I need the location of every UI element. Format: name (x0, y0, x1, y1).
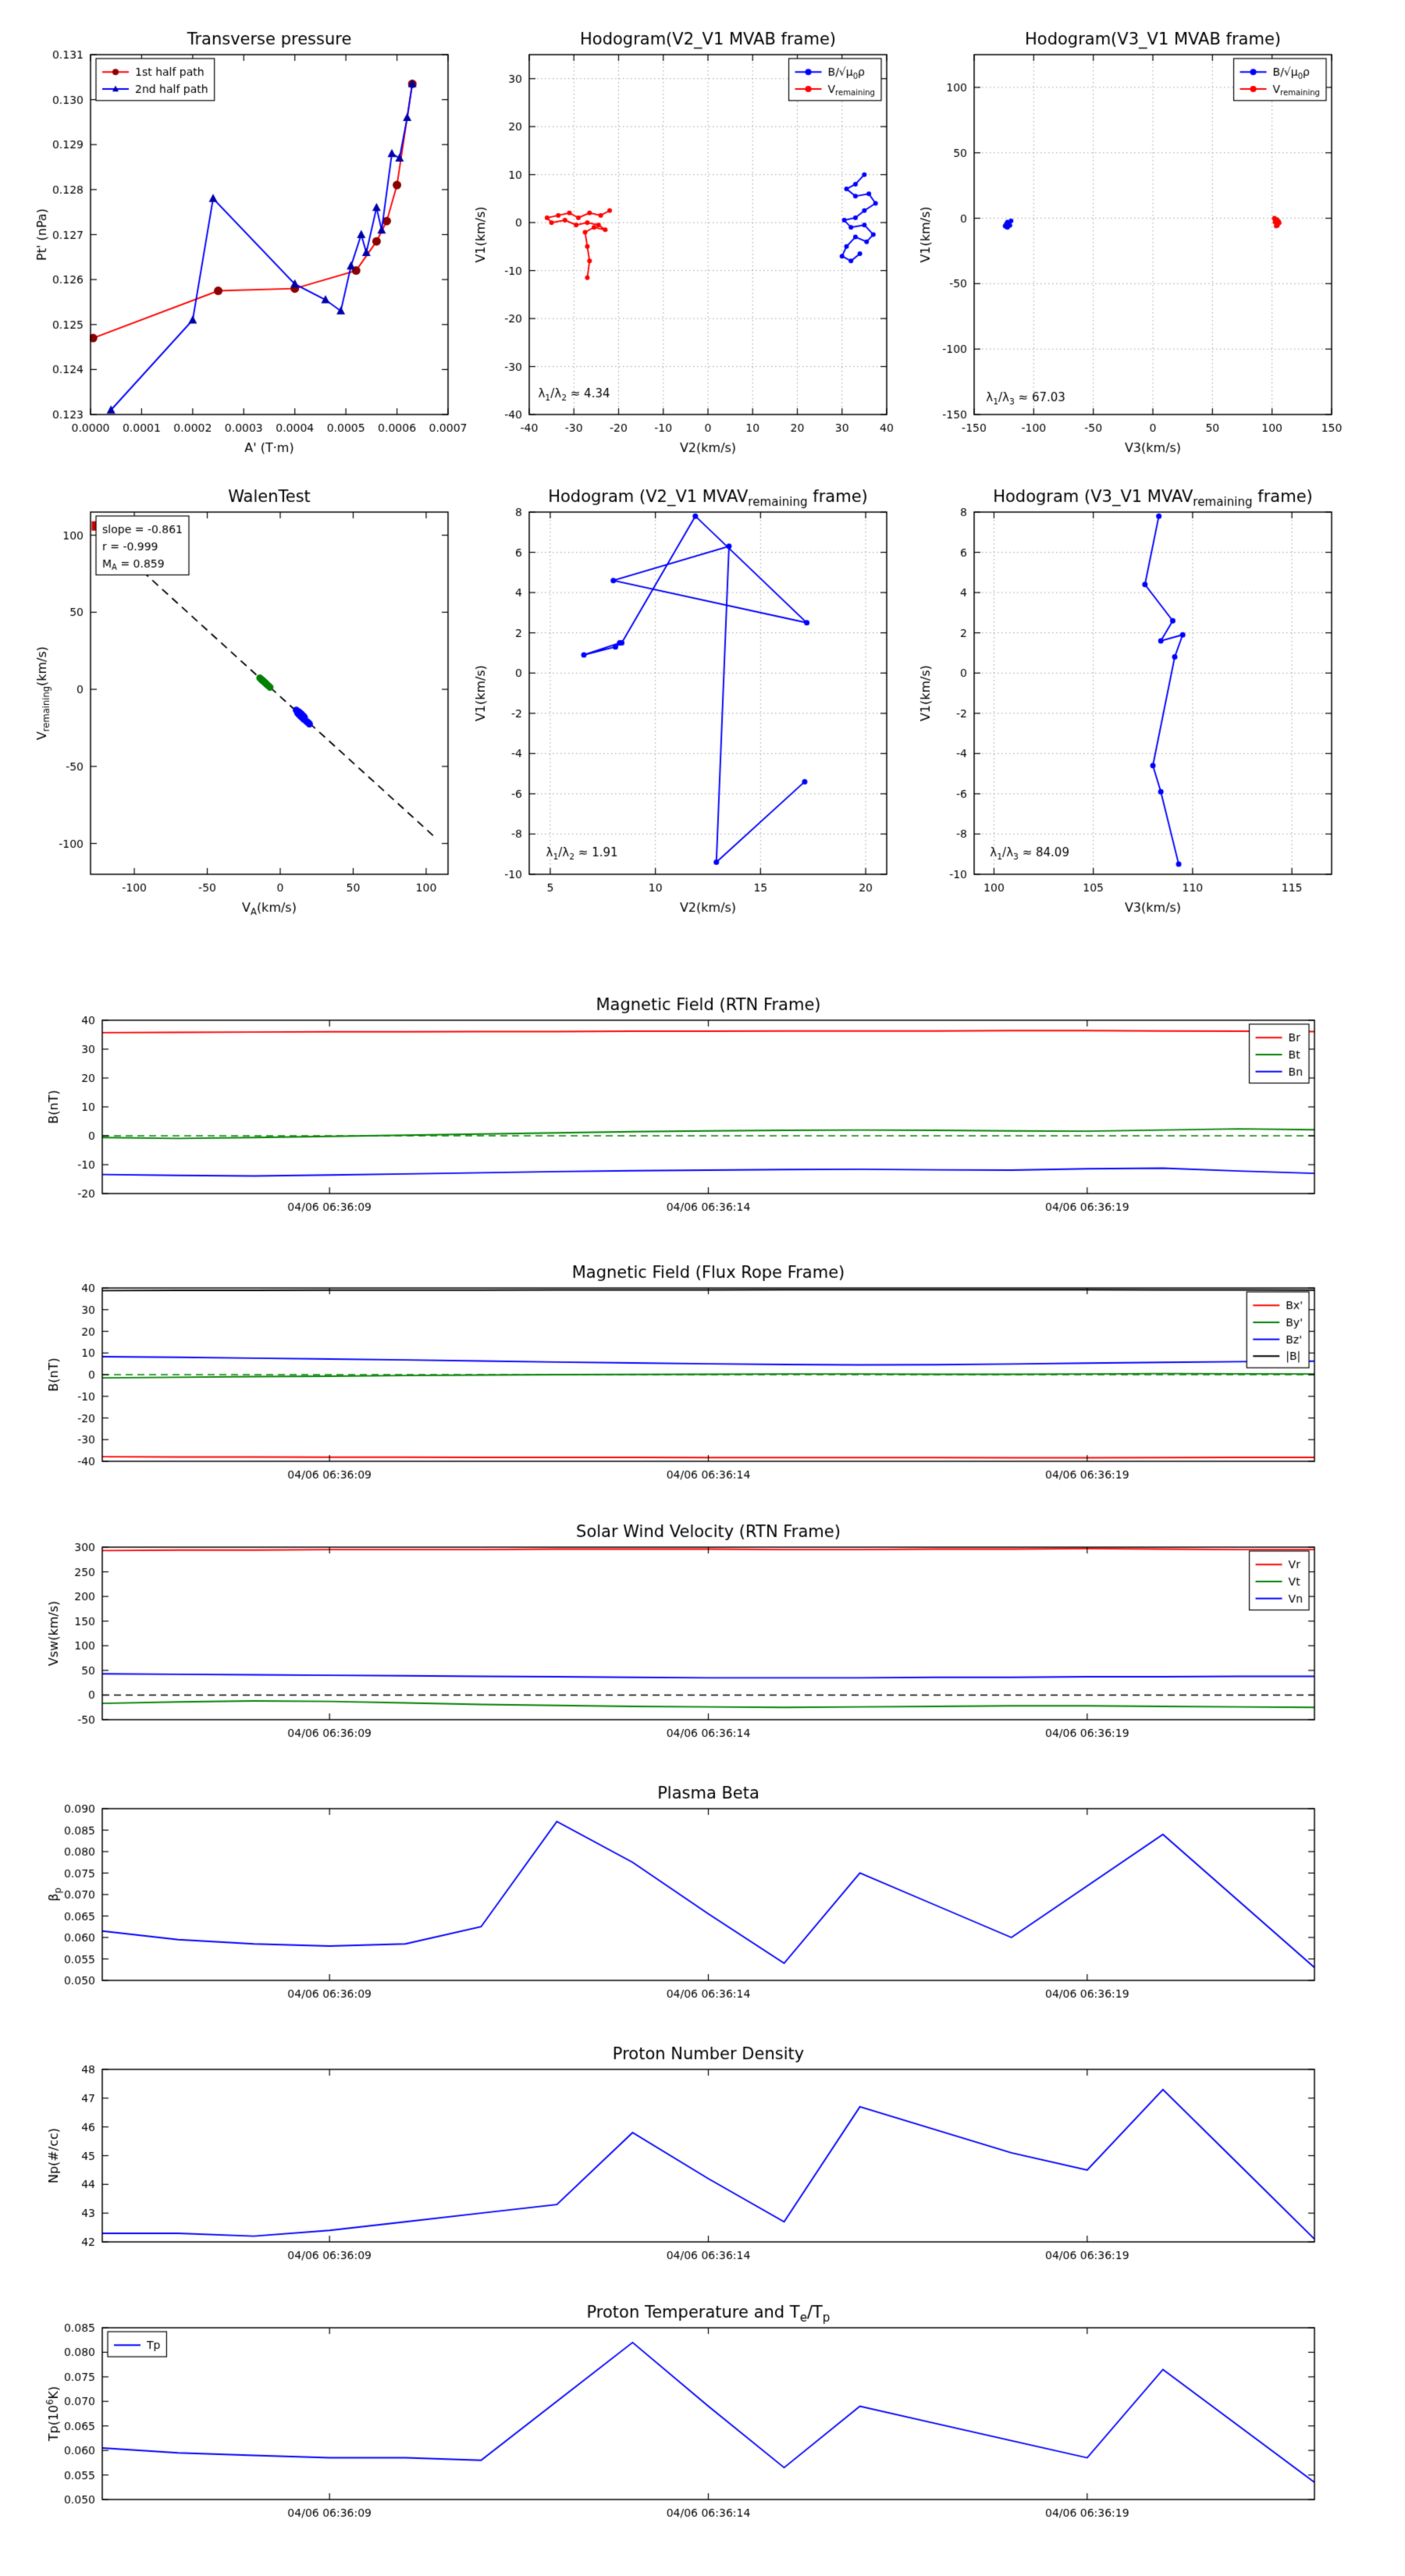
chart-plasma-beta (24, 1771, 1341, 2026)
chart-proton-density (24, 2032, 1341, 2287)
chart-hodogram-v3v1-mvab (896, 17, 1358, 460)
walen-test-canvas (12, 475, 475, 920)
vsw-rtn-canvas (24, 1510, 1341, 1765)
hodogram-v2v1-mvavr-canvas (451, 475, 913, 920)
mag-fluxrope-canvas (24, 1251, 1341, 1507)
chart-hodogram-v2v1-mvab (451, 17, 913, 460)
transverse-pressure-canvas (12, 17, 475, 460)
hodogram-v3v1-mvab-canvas (896, 17, 1358, 460)
chart-proton-temp (24, 2290, 1341, 2545)
chart-walen-test (12, 475, 475, 920)
chart-mag-fluxrope (24, 1251, 1341, 1507)
mag-rtn-canvas (24, 983, 1341, 1239)
chart-transverse-pressure (12, 17, 475, 460)
chart-hodogram-v3v1-mvavr (896, 475, 1358, 920)
chart-mag-rtn (24, 983, 1341, 1239)
proton-density-canvas (24, 2032, 1341, 2287)
plasma-beta-canvas (24, 1771, 1341, 2026)
proton-temp-canvas (24, 2290, 1341, 2545)
chart-vsw-rtn (24, 1510, 1341, 1765)
hodogram-v2v1-mvab-canvas (451, 17, 913, 460)
chart-hodogram-v2v1-mvavr (451, 475, 913, 920)
hodogram-v3v1-mvavr-canvas (896, 475, 1358, 920)
